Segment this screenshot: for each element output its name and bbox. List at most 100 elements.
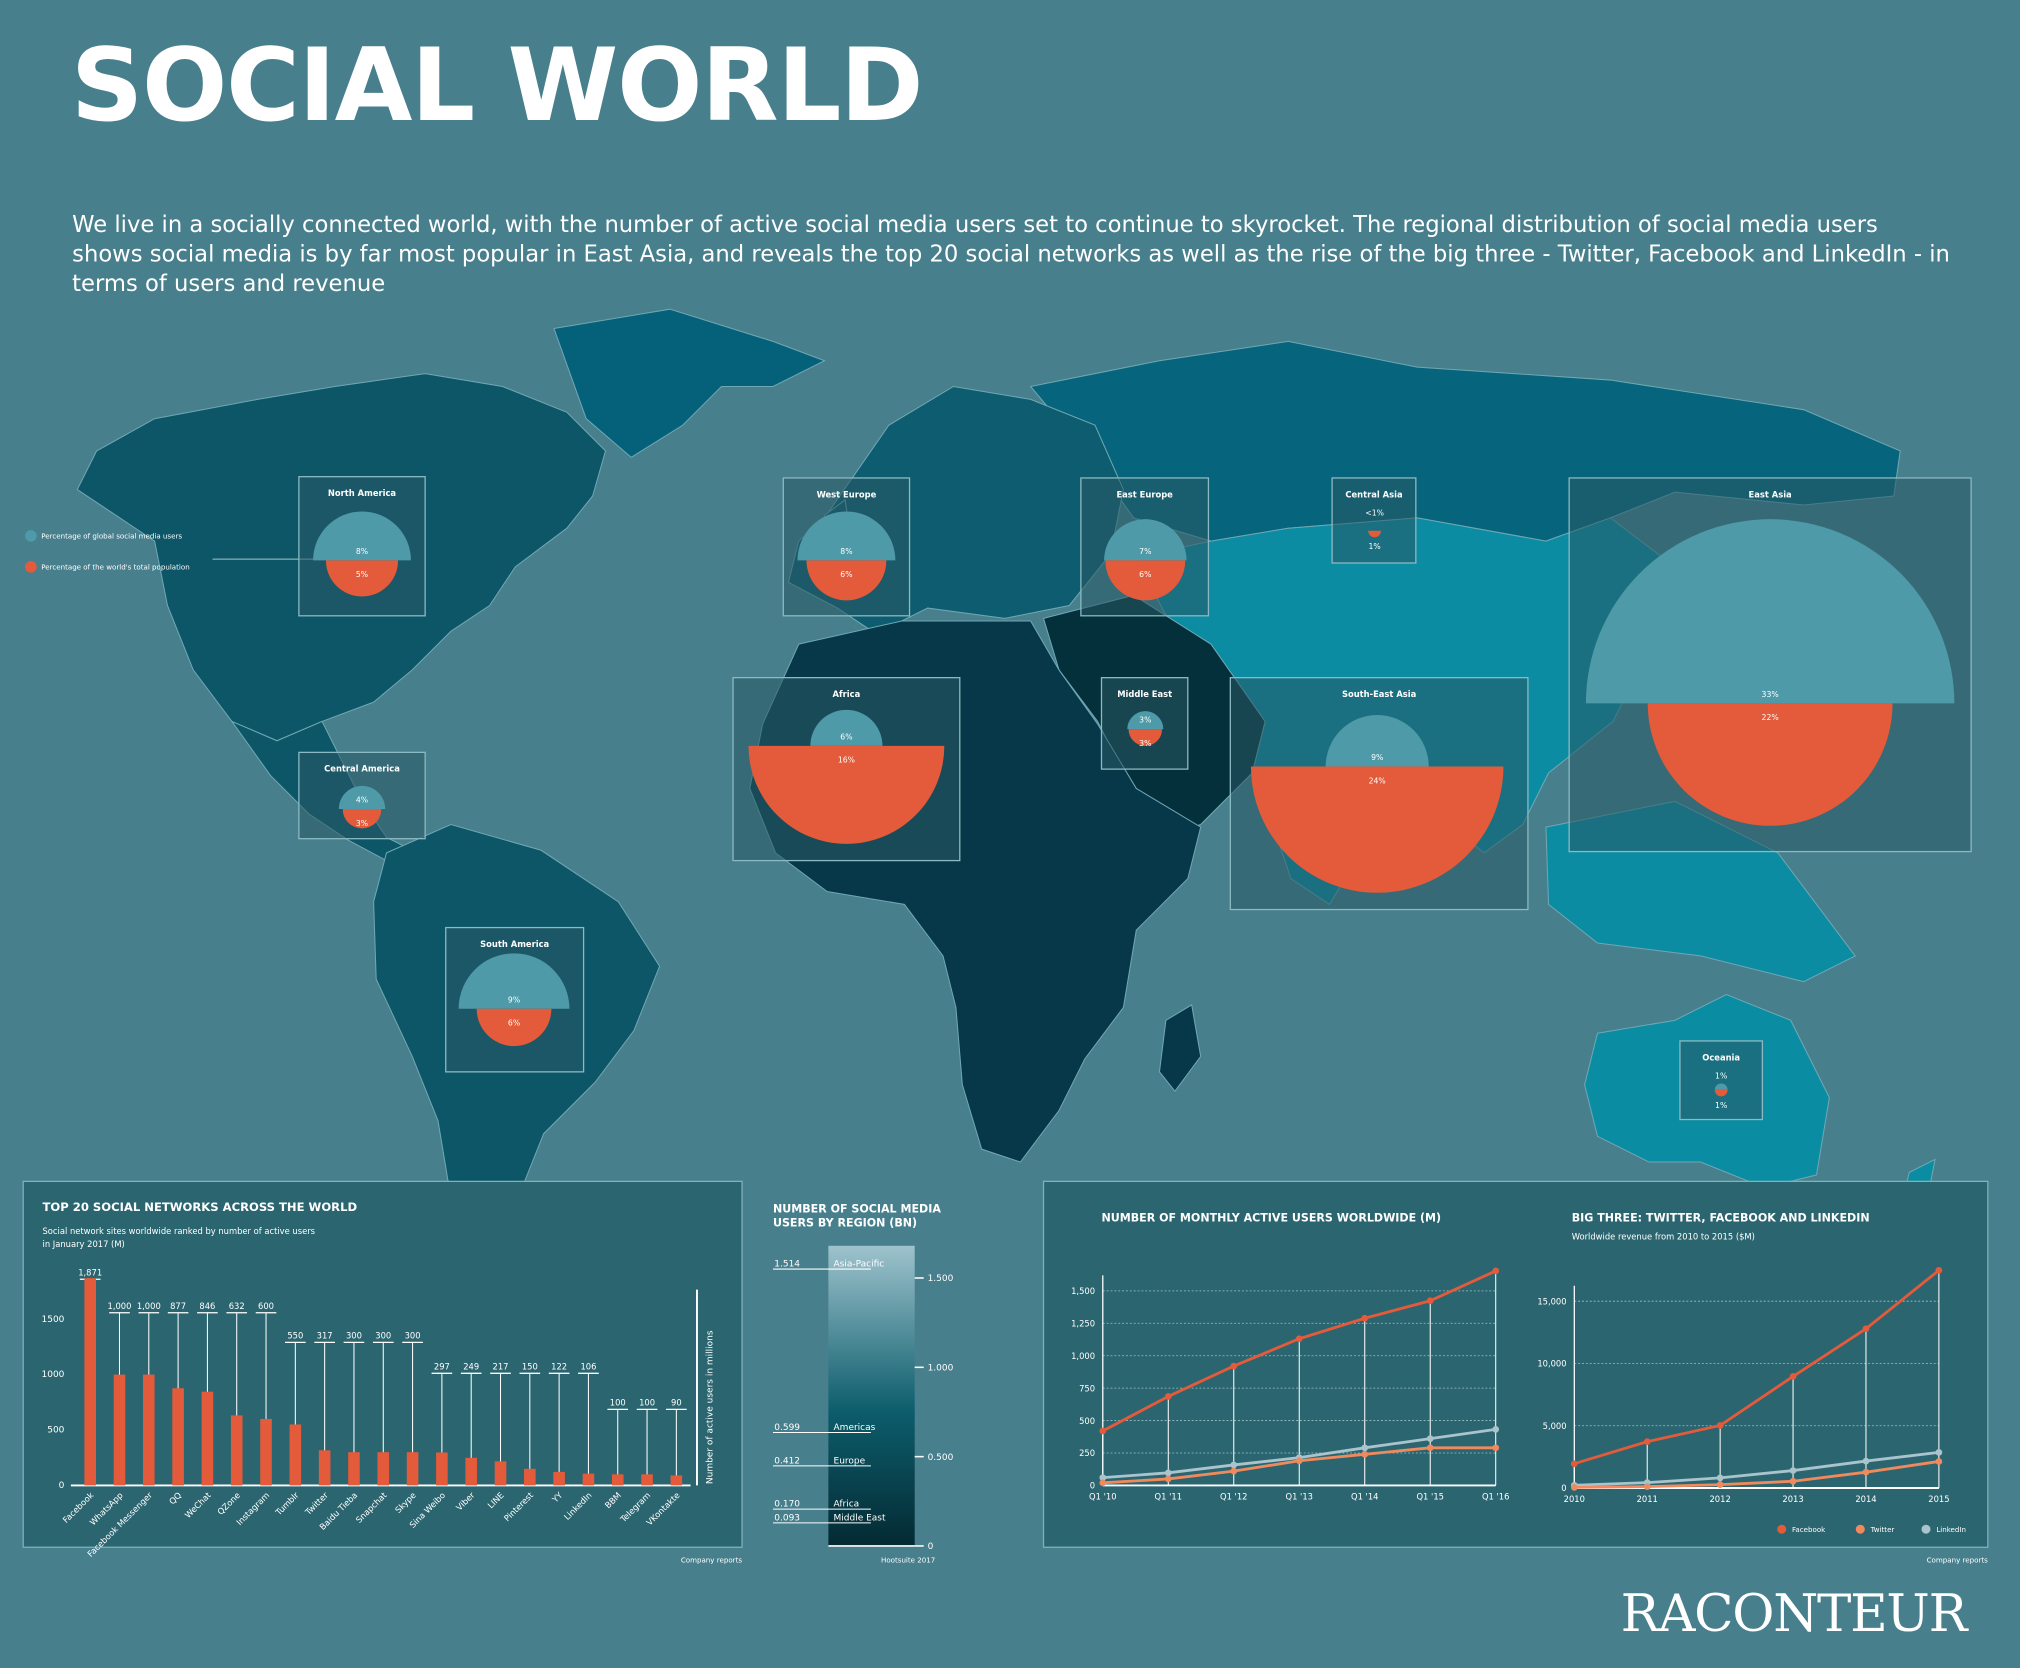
y-tick-label: 0 [59,1481,65,1491]
region-box-frame [1331,477,1417,564]
x-tick-label: Q1 '15 [1416,1492,1444,1502]
region-name: Central Asia [1345,489,1402,499]
population-semicircle [342,809,382,829]
bar [143,1374,155,1486]
social-users-semicircle [1325,715,1429,767]
data-point-facebook [1643,1438,1651,1446]
population-semicircle [1250,766,1504,893]
bar [377,1452,390,1486]
population-legend-label: Percentage of the world's total populati… [41,562,189,571]
data-point-facebook [1862,1325,1870,1333]
x-tick-label: 2013 [1782,1494,1803,1504]
population-value: 3% [356,819,368,828]
data-point-twitter [1295,1457,1303,1465]
social-users-value: 9% [508,995,520,1004]
bar [348,1452,360,1486]
bar [611,1474,624,1486]
data-point-linkedin [1230,1461,1238,1469]
social-users-legend-swatch [25,530,37,542]
page-title: SOCIAL WORLD [70,28,924,145]
x-tick-label: Q1 '14 [1351,1492,1379,1502]
social-users-value: 7% [1139,547,1151,556]
social-users-value: 8% [356,547,368,556]
bar [113,1374,126,1486]
line-charts: 0 250 500 750 1,000 1,250 1,500 Q1 '10 Q1 '11 Q1 … [1071,1266,1950,1504]
social-users-value: 3% [1139,716,1151,725]
bar-value-label: 300 [405,1331,421,1341]
line-charts-panel: NUMBER OF MONTHLY ACTIVE USERS WORLDWIDE… [1042,1180,1989,1565]
social-users-value: 4% [356,796,368,805]
region-chart-source: Hootsuite 2017 [881,1556,935,1565]
series-line-facebook [1573,1269,1940,1466]
legend-twitter-label: Twitter [1870,1525,1895,1534]
population-semicircle [1368,530,1382,538]
population-semicircle [1714,1089,1728,1097]
y-tick-label: 1.500 [928,1274,954,1284]
x-tick-label: Q1 '12 [1220,1492,1247,1502]
social-users-legend-label: Percentage of global social media users [41,532,182,541]
data-point-twitter [1492,1444,1500,1452]
y-tick-label: 0 [1090,1481,1095,1491]
top20-subtitle-2: in January 2017 (M) [43,1239,125,1249]
x-tick-label: 2015 [1928,1494,1949,1504]
population-value: 6% [508,1018,520,1027]
data-point-linkedin [1164,1469,1172,1477]
data-point-linkedin [1361,1444,1369,1452]
bar [436,1452,448,1486]
data-point-facebook [1099,1427,1107,1435]
top20-ylabel: Number of active users in millions [705,1330,715,1484]
x-tick-label: 2011 [1637,1494,1658,1504]
line-panel-source: Company reports [1927,1556,1989,1565]
region-gradient-bar [828,1245,915,1546]
data-point-facebook [1426,1297,1434,1305]
data-point-linkedin [1862,1457,1870,1465]
population-value: 16% [838,756,855,765]
social-users-semicircle [1714,1083,1728,1090]
data-point-twitter [1099,1479,1107,1487]
data-point-linkedin [1492,1426,1500,1433]
region-value-label: 0.170 [774,1500,800,1510]
region-box: East Asia 33% 22% [1568,477,1972,853]
region-box: Oceania 1% 1% [1679,1040,1764,1121]
social-users-semicircle [1104,519,1187,561]
bar-value-label: 217 [493,1361,509,1371]
y-tick-label: 1.000 [928,1364,954,1374]
x-tick-label: 2014 [1855,1494,1876,1504]
population-value: 24% [1369,776,1386,785]
bar [641,1474,653,1486]
bar-value-label: 632 [229,1301,245,1311]
population-legend-swatch [25,561,37,573]
legend-linkedin-swatch [1921,1524,1931,1534]
social-users-value: 8% [840,547,852,556]
x-tick-label: Q1 '10 [1089,1492,1117,1502]
data-point-linkedin [1789,1467,1797,1474]
bar-value-label: 1,871 [78,1267,102,1277]
region-markers: 0 0.500 1.000 1.500 1.514 Asia-Pacific 0.599 Am… [772,1259,954,1552]
legend-facebook-label: Facebook [1792,1525,1826,1534]
bar-value-label: 100 [610,1398,626,1408]
bar [318,1450,331,1486]
data-point-twitter [1426,1444,1434,1452]
bar [84,1278,96,1486]
top20-source: Company reports [681,1556,743,1565]
x-tick-label: Q1 '11 [1155,1492,1183,1502]
region-name: East Europe [1116,489,1173,499]
landmass-madagascar [1158,1004,1202,1093]
region-name: East Asia [1749,489,1792,499]
bar [494,1461,507,1486]
data-point-facebook [1935,1266,1943,1274]
region-box-frame [1679,1040,1764,1121]
population-value: 1% [1368,542,1380,551]
population-value: 6% [840,570,852,579]
population-semicircle [476,1008,552,1047]
region-category-label: Asia-Pacific [834,1259,885,1269]
data-point-facebook [1716,1422,1724,1429]
y-tick-label: 500 [1079,1416,1095,1426]
region-category-label: Europe [834,1456,866,1466]
region-box: North America 8% 5% [298,476,426,617]
data-point-twitter [1361,1450,1369,1458]
data-point-twitter [1570,1484,1578,1491]
